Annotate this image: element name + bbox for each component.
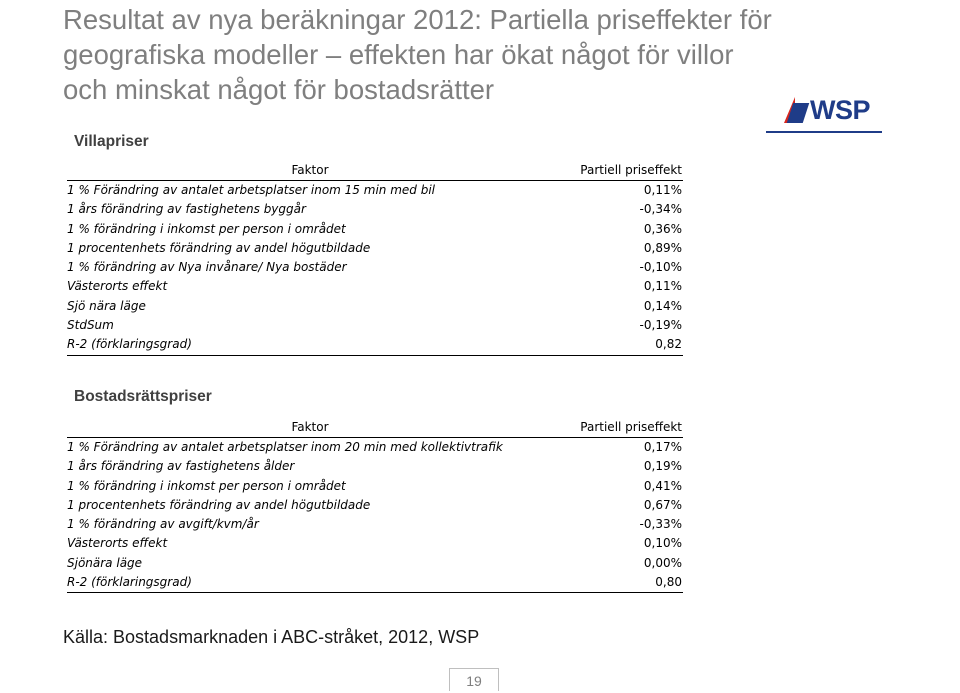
row-value: 0,82	[655, 337, 682, 352]
bostadsratt-header-effect: Partiell priseffekt	[580, 420, 682, 434]
row-label: Sjönära läge	[67, 555, 143, 570]
row-label: 1 % förändring i inkomst per person i om…	[67, 221, 346, 236]
row-label: 1 % förändring i inkomst per person i om…	[67, 478, 346, 493]
table-row: 1 års förändring av fastighetens ålder 0,…	[67, 457, 683, 476]
table-row: Sjö nära läge 0,14%	[67, 297, 683, 316]
slide-title: Resultat av nya beräkningar 2012: Partie…	[63, 4, 772, 105]
villa-header-factor: Faktor	[291, 163, 329, 177]
table-row: Västerorts effekt 0,10%	[67, 534, 683, 553]
row-value: -0,19%	[639, 318, 682, 333]
row-label: 1 procentenhets förändring av andel högu…	[67, 497, 371, 512]
table-row: Västerorts effekt 0,11%	[67, 277, 683, 296]
wsp-logo: WSP	[766, 91, 882, 133]
row-label: Västerorts effekt	[67, 536, 168, 551]
table-row: 1 % förändring av avgift/kvm/år -0,33%	[67, 515, 683, 534]
table-row: R-2 (förklaringsgrad) 0,82	[67, 335, 683, 356]
row-label: 1 % förändring av avgift/kvm/år	[67, 517, 259, 532]
table-row: Sjönära läge 0,00%	[67, 554, 683, 573]
page-number: 19	[449, 668, 499, 691]
table-row: 1 % förändring i inkomst per person i om…	[67, 477, 683, 496]
row-value: -0,34%	[639, 202, 682, 217]
row-value: 0,17%	[643, 440, 682, 454]
villa-table: Faktor Partiell priseffekt 1 % Förändrin…	[67, 161, 683, 356]
wsp-logo-mark-icon	[784, 97, 810, 125]
bostadsratt-section-title: Bostadsrättspriser	[74, 388, 212, 405]
row-label: Sjö nära läge	[67, 298, 146, 313]
row-value: 0,41%	[643, 478, 682, 493]
row-value: -0,33%	[639, 517, 682, 532]
table-row: 1 % förändring i inkomst per person i om…	[67, 220, 683, 239]
row-label: 1 % förändring av Nya invånare/ Nya bost…	[67, 260, 347, 275]
table-row: 1 % förändring av Nya invånare/ Nya bost…	[67, 258, 683, 277]
row-value: 0,80	[655, 575, 682, 590]
bostadsratt-table-header: Faktor Partiell priseffekt	[67, 418, 683, 438]
row-label: R-2 (förklaringsgrad)	[67, 337, 192, 352]
row-label: 1 års förändring av fastighetens ålder	[67, 459, 295, 474]
row-label: 1 % Förändring av antalet arbetsplatser …	[67, 440, 503, 454]
row-label: R-2 (förklaringsgrad)	[67, 575, 192, 590]
table-row: StdSum -0,19%	[67, 316, 683, 335]
row-value: -0,10%	[639, 260, 682, 275]
table-row: 1 procentenhets förändring av andel högu…	[67, 239, 683, 258]
row-value: 0,00%	[643, 555, 682, 570]
row-value: 0,89%	[643, 240, 682, 255]
villa-table-header: Faktor Partiell priseffekt	[67, 161, 683, 181]
villa-header-effect: Partiell priseffekt	[580, 163, 682, 177]
row-value: 0,14%	[643, 298, 682, 313]
row-value: 0,36%	[643, 221, 682, 236]
table-row: 1 års förändring av fastighetens byggår -…	[67, 200, 683, 219]
table-row: 1 % Förändring av antalet arbetsplatser …	[67, 438, 683, 457]
row-value: 0,19%	[643, 459, 682, 474]
villa-section-title: Villapriser	[74, 133, 149, 150]
row-label: Västerorts effekt	[67, 279, 168, 294]
table-row: R-2 (förklaringsgrad) 0,80	[67, 573, 683, 594]
bostadsratt-header-factor: Faktor	[291, 420, 329, 434]
bostadsratt-table: Faktor Partiell priseffekt 1 % Förändrin…	[67, 418, 683, 594]
row-value: 0,67%	[643, 497, 682, 512]
row-value: 0,11%	[643, 279, 682, 294]
source-note: Källa: Bostadsmarknaden i ABC-stråket, 2…	[63, 627, 480, 647]
row-label: StdSum	[67, 318, 114, 333]
table-row: 1 % Förändring av antalet arbetsplatser …	[67, 181, 683, 200]
row-label: 1 procentenhets förändring av andel högu…	[67, 240, 371, 255]
table-row: 1 procentenhets förändring av andel högu…	[67, 496, 683, 515]
row-label: 1 % Förändring av antalet arbetsplatser …	[67, 183, 435, 197]
row-value: 0,11%	[643, 183, 682, 197]
row-value: 0,10%	[643, 536, 682, 551]
row-label: 1 års förändring av fastighetens byggår	[67, 202, 306, 217]
wsp-logo-text: WSP	[810, 95, 871, 125]
